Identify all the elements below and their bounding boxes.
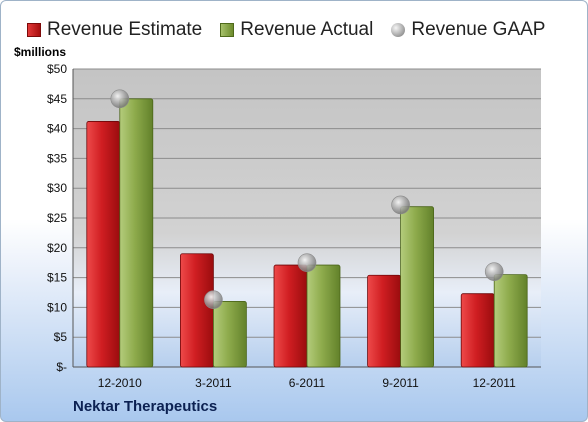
legend-item-estimate: Revenue Estimate [27,19,202,41]
bar-estimate-12-2010 [86,121,121,368]
bar-estimate-6-2011 [273,264,308,368]
y-tick-label: $20 [47,241,67,255]
marker-gaap-9-2011 [391,195,410,215]
bar-actual-12-2010 [119,98,154,368]
legend-item-gaap: Revenue GAAP [391,19,545,41]
legend: Revenue Estimate Revenue Actual Revenue … [27,18,545,42]
marker-gaap-12-2011 [484,262,504,281]
legend-swatch-estimate [27,23,41,37]
marker-gaap-3-2011 [204,290,223,309]
y-tick-label: $15 [47,271,67,285]
y-tick-label: $45 [47,92,67,106]
legend-label-actual: Revenue Actual [240,19,374,40]
y-tick-label: $35 [47,151,67,165]
bar-actual-6-2011 [306,264,341,368]
y-tick-label: $25 [47,211,67,225]
y-tick-label: $- [56,360,67,374]
y-tick-label: $30 [47,181,67,195]
bar-actual-3-2011 [212,301,247,368]
x-tick-label: 12-2010 [98,376,142,390]
legend-marker-gaap [391,23,406,37]
marker-gaap-12-2010 [110,89,130,109]
x-tick-label: 9-2011 [382,376,419,390]
bar-actual-12-2011 [493,274,528,368]
bar-estimate-12-2011 [460,293,495,368]
bar-estimate-9-2011 [367,274,402,368]
y-tick-label: $50 [47,62,67,76]
y-tick-label: $5 [54,330,68,344]
marker-gaap-6-2011 [297,253,317,273]
legend-label-gaap: Revenue GAAP [411,19,546,40]
bar-estimate-3-2011 [179,253,214,368]
y-axis-unit-label: $millions [14,45,67,59]
y-tick-label: $10 [47,300,67,314]
x-tick-label: 6-2011 [289,376,326,390]
legend-item-actual: Revenue Actual [220,19,373,41]
y-tick-label: $40 [47,122,67,136]
company-name: Nektar Therapeutics [73,398,218,415]
x-tick-label: 3-2011 [195,376,232,390]
bar-actual-9-2011 [400,206,435,368]
legend-swatch-actual [220,23,235,37]
x-tick-label: 12-2011 [473,376,516,390]
legend-label-estimate: Revenue Estimate [47,19,203,40]
